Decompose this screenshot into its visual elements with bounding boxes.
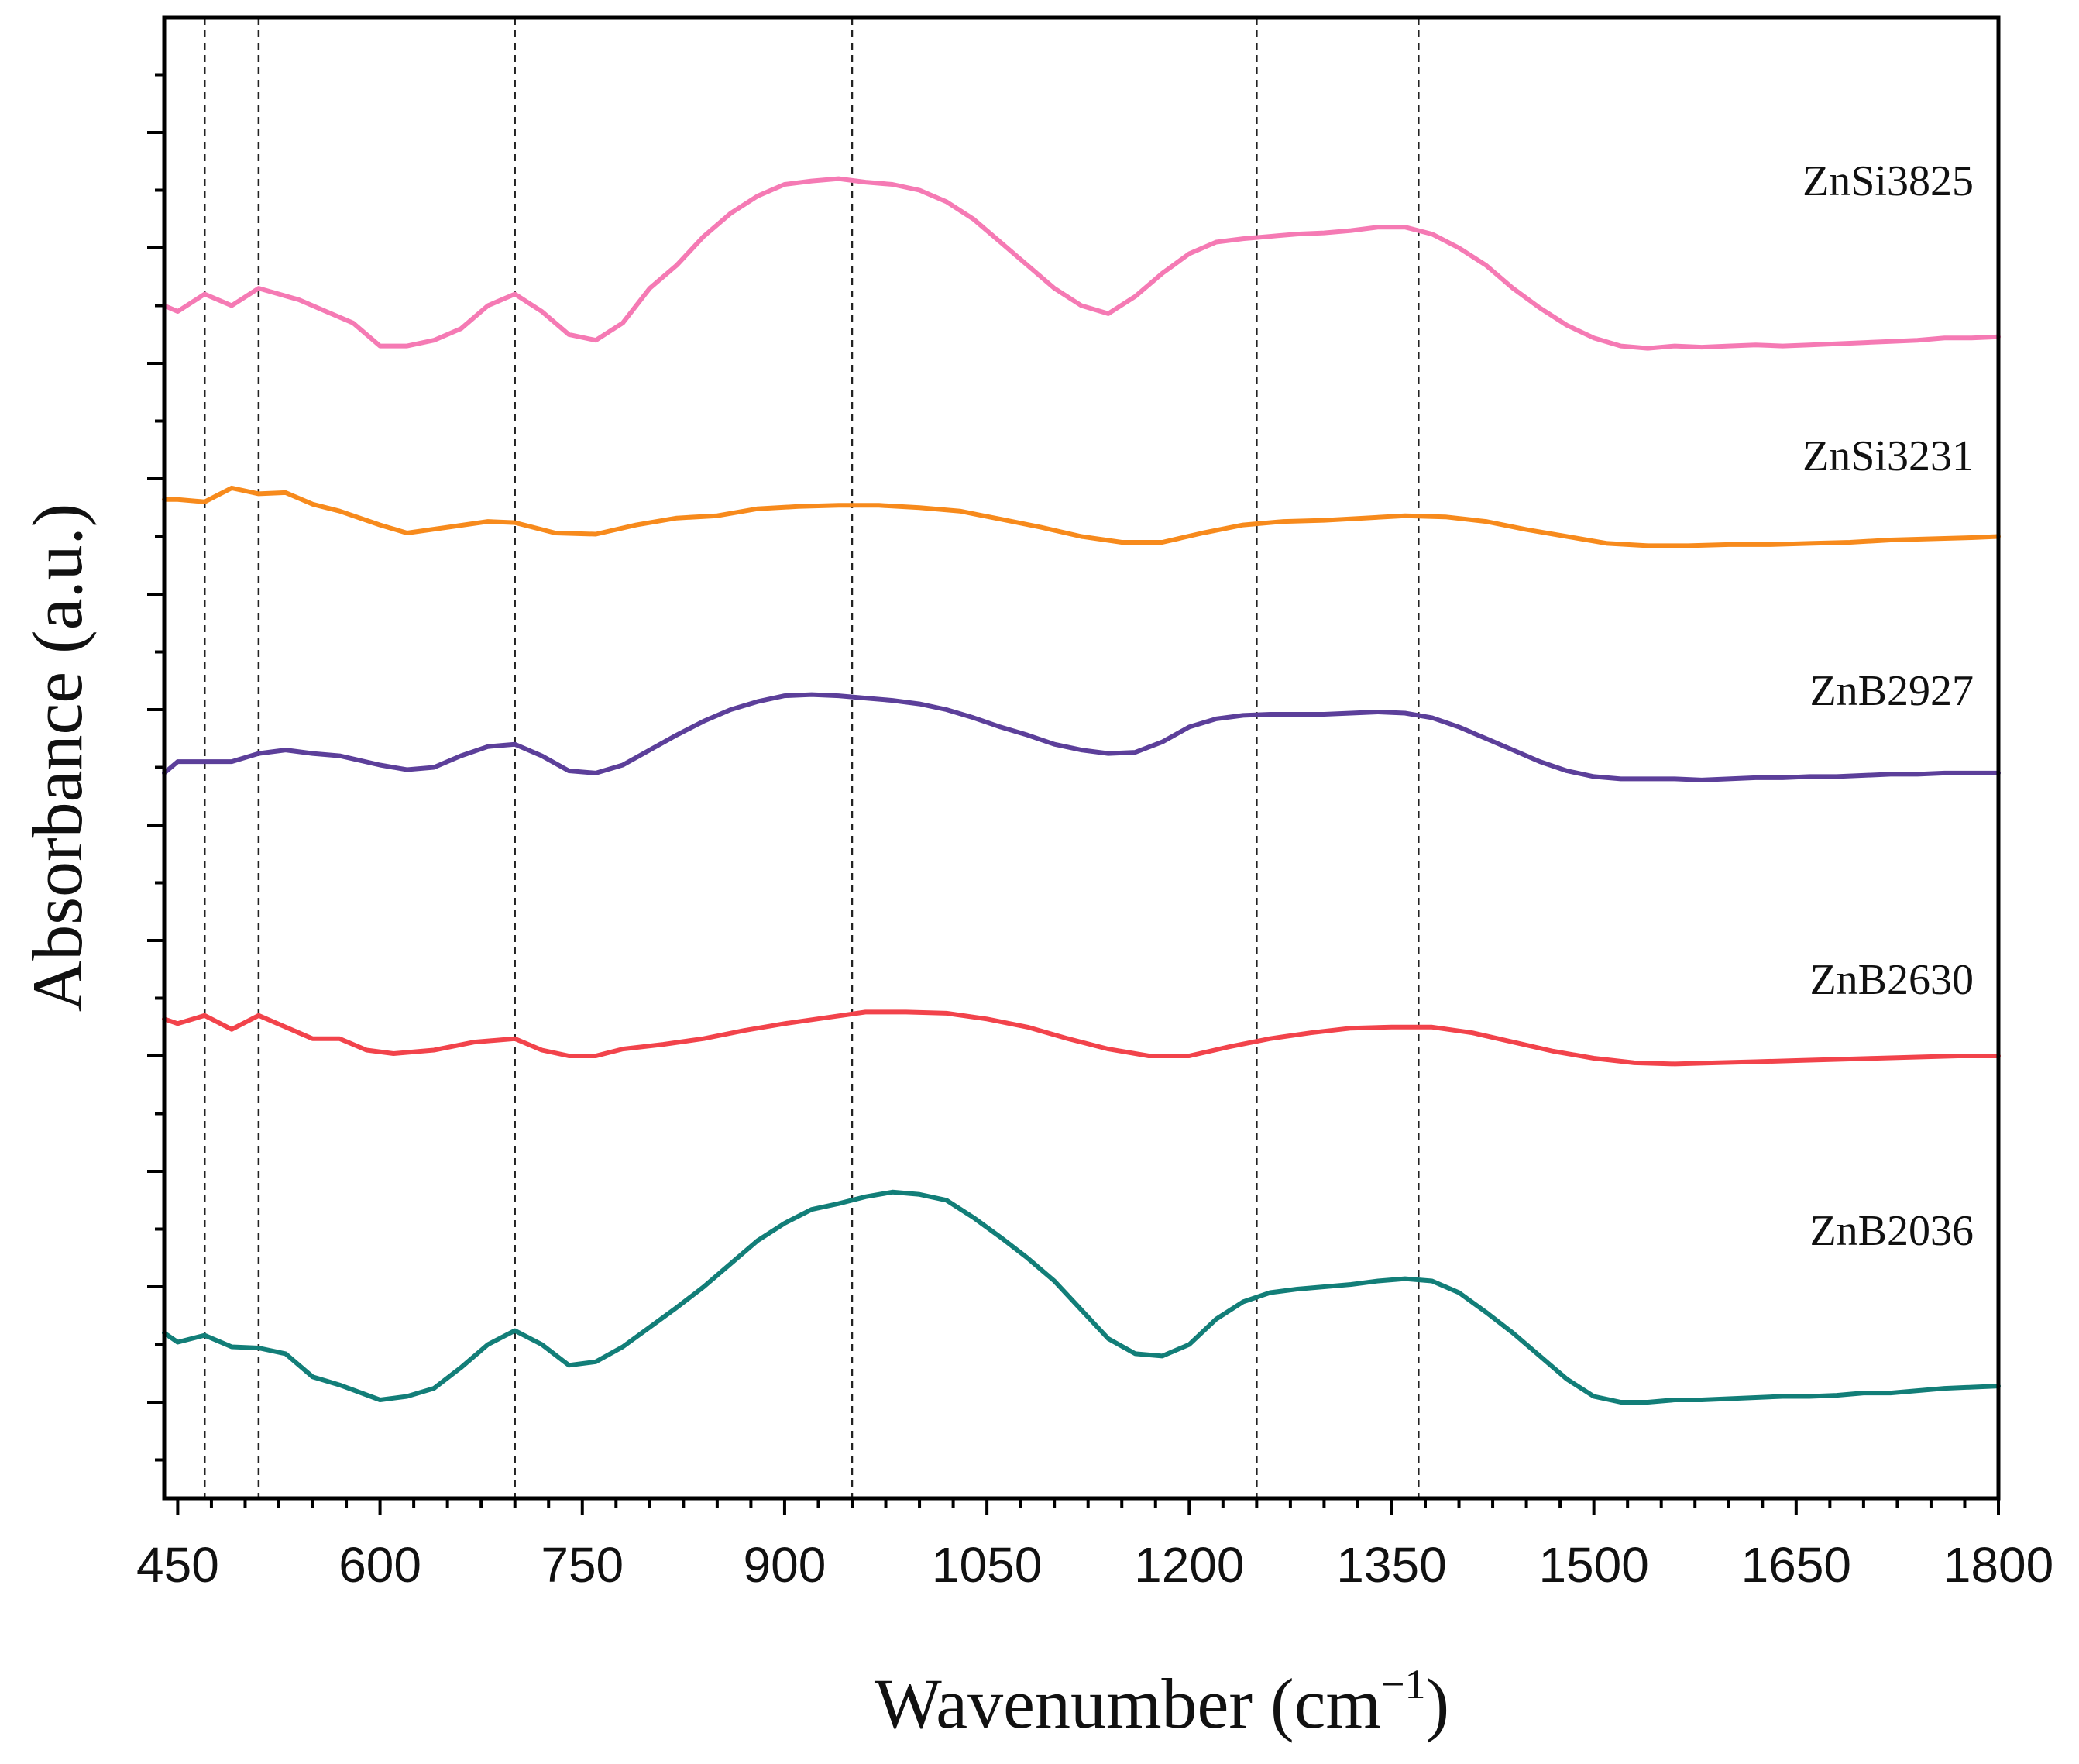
x-axis-title-main: Wavenumber (cm (875, 1664, 1381, 1743)
series-line-znb2927 (162, 692, 2001, 782)
series-labels: ZnSi3825 ZnSi3231 ZnB2927 ZnB2630 ZnB2036 (1802, 157, 1974, 1255)
x-axis-title-superscript: −1 (1381, 1661, 1425, 1707)
x-tick-label-1500: 1500 (1538, 1537, 1648, 1593)
series-line-znsi3825 (162, 176, 2001, 351)
series-label-znb2036: ZnB2036 (1809, 1207, 1974, 1255)
y-axis-ticks (147, 73, 164, 1462)
x-tick-label-1650: 1650 (1741, 1537, 1851, 1593)
x-tick-label-450: 450 (136, 1537, 219, 1593)
series-line-znb2630 (162, 1009, 2001, 1067)
x-axis-ticks: 450 600 750 900 1050 1200 1350 1500 1650 1800 (136, 1498, 2053, 1593)
series-label-znsi3825: ZnSi3825 (1802, 157, 1974, 205)
x-axis-title: Wavenumber (cm−1) (875, 1661, 1449, 1743)
x-tick-label-750: 750 (541, 1537, 624, 1593)
reference-lines (203, 18, 1420, 1498)
y-axis-title: Absorbance (a.u.) (18, 504, 97, 1013)
series-line-znsi3231 (162, 485, 2001, 548)
x-tick-label-900: 900 (744, 1537, 826, 1593)
x-tick-label-1200: 1200 (1134, 1537, 1244, 1593)
plot-frame (162, 15, 2001, 1501)
x-tick-label-1050: 1050 (932, 1537, 1042, 1593)
series-line-znb2036 (162, 1189, 2001, 1405)
x-tick-label-1800: 1800 (1943, 1537, 2053, 1593)
series-label-znsi3231: ZnSi3231 (1802, 432, 1974, 480)
series-label-znb2630: ZnB2630 (1809, 956, 1974, 1004)
x-axis-title-close: ) (1426, 1664, 1450, 1743)
x-tick-label-1350: 1350 (1336, 1537, 1446, 1593)
x-tick-label-600: 600 (338, 1537, 421, 1593)
series-label-znb2927: ZnB2927 (1809, 667, 1974, 715)
series-group (162, 176, 2001, 1405)
